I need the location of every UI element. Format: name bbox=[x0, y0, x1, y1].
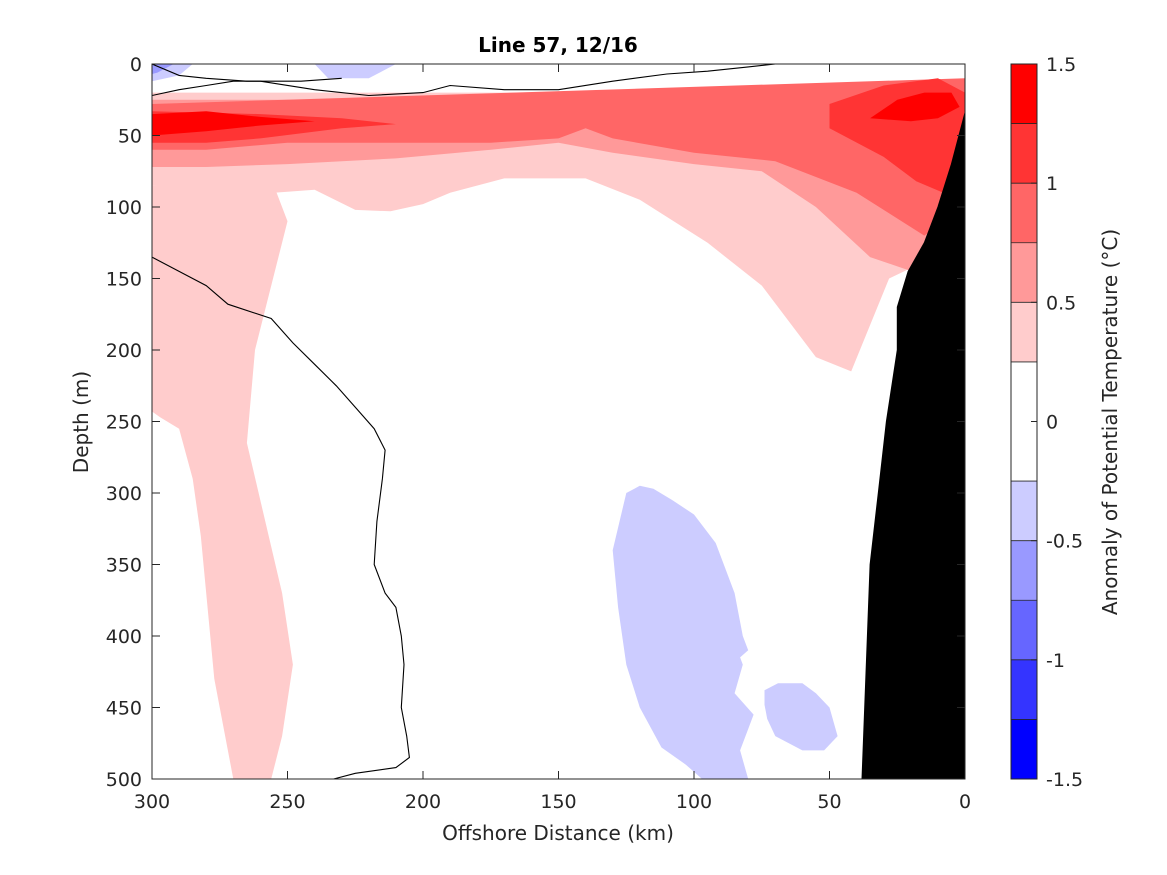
x-tick-label: 200 bbox=[405, 791, 441, 813]
colorbar-segment bbox=[1011, 64, 1037, 124]
contour-region-1 bbox=[152, 185, 293, 779]
x-tick-label: 150 bbox=[540, 791, 576, 813]
colorbar-tick-label: -1 bbox=[1046, 650, 1065, 672]
bathymetry-mask bbox=[861, 112, 965, 779]
x-axis-label: Offshore Distance (km) bbox=[442, 821, 674, 845]
y-tick-label: 300 bbox=[106, 483, 142, 505]
contour-region-11 bbox=[314, 64, 396, 79]
colorbar-segment bbox=[1011, 123, 1037, 184]
y-tick-label: 0 bbox=[130, 54, 142, 76]
contour-region-13 bbox=[764, 683, 838, 751]
contour-region-8 bbox=[870, 92, 960, 122]
y-tick-label: 50 bbox=[118, 126, 142, 148]
colorbar-segment bbox=[1011, 600, 1037, 660]
colorbar-segment bbox=[1011, 481, 1037, 541]
chart-title: Line 57, 12/16 bbox=[478, 33, 638, 57]
contour-region-4 bbox=[152, 78, 965, 236]
y-tick-label: 200 bbox=[106, 340, 142, 362]
x-tick-label: 250 bbox=[269, 791, 305, 813]
colorbar-segment bbox=[1011, 540, 1037, 601]
colorbar-tick-label: 1 bbox=[1046, 173, 1058, 195]
colorbar: 1.5 1 0.5 0 -0.5 -1 -1.5 bbox=[1010, 54, 1083, 791]
colorbar-segment bbox=[1011, 242, 1037, 303]
zero-contour-lines bbox=[152, 64, 776, 779]
contour-region-7 bbox=[152, 111, 315, 136]
colorbar-tick-label: -1.5 bbox=[1046, 769, 1083, 791]
x-tick-label: 0 bbox=[959, 791, 971, 813]
y-tick-label: 150 bbox=[106, 269, 142, 291]
colorbar-segment bbox=[1011, 719, 1037, 779]
x-tick-label: 100 bbox=[676, 791, 712, 813]
y-tick-label: 450 bbox=[106, 698, 142, 720]
contour-fills bbox=[152, 64, 965, 779]
zero-contour-line-1 bbox=[152, 64, 342, 82]
x-tick-label: 50 bbox=[817, 791, 841, 813]
colorbar-tick-label: 0.5 bbox=[1046, 292, 1076, 314]
colorbar-tick-label: 0 bbox=[1046, 412, 1058, 434]
y-tick-label: 100 bbox=[106, 197, 142, 219]
contour-region-12 bbox=[612, 485, 754, 779]
bathymetry-polygon bbox=[861, 112, 965, 779]
zero-contour-line-0 bbox=[152, 64, 776, 97]
colorbar-tick-label: -0.5 bbox=[1046, 531, 1083, 553]
y-tick-label: 350 bbox=[106, 555, 142, 577]
colorbar-segment bbox=[1011, 302, 1037, 362]
colorbar-label: Anomaly of Potential Temperature (°C) bbox=[1098, 229, 1122, 615]
x-tick-label: 300 bbox=[134, 791, 170, 813]
y-tick-label: 250 bbox=[106, 412, 142, 434]
y-axis-label: Depth (m) bbox=[69, 371, 93, 473]
colorbar-segment bbox=[1011, 659, 1037, 720]
y-tick-label: 500 bbox=[106, 769, 142, 791]
y-tick-label: 400 bbox=[106, 626, 142, 648]
y-axis: 0 50 100 150 200 250 300 350 400 450 500 bbox=[106, 54, 965, 791]
x-axis: 300 250 200 150 100 50 0 bbox=[134, 64, 971, 813]
colorbar-tick-label: 1.5 bbox=[1046, 54, 1076, 76]
colorbar-segment bbox=[1011, 183, 1037, 243]
zero-contour-line-2 bbox=[152, 256, 410, 779]
